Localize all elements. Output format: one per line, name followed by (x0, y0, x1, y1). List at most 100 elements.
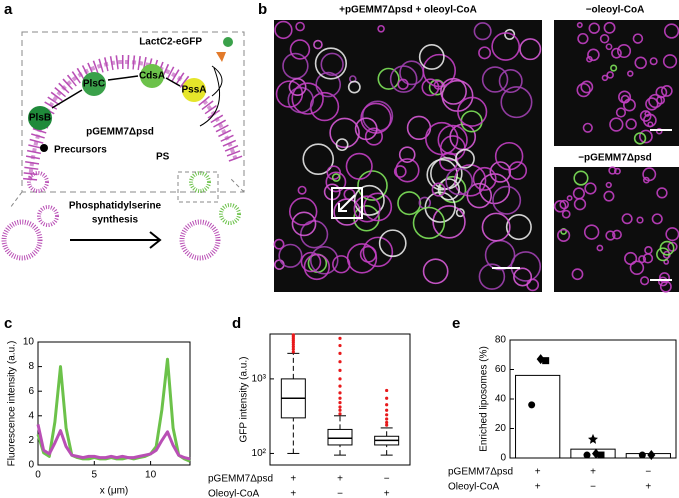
plasmid-label: pGEMM7Δpsd (86, 127, 154, 138)
liposome (573, 197, 587, 211)
liposome (588, 22, 600, 34)
liposome (498, 68, 523, 94)
liposome (559, 199, 570, 210)
condition-value: + (645, 482, 651, 493)
panel-label: c (4, 315, 12, 332)
outlier (338, 368, 342, 372)
outlier (385, 408, 389, 412)
condition-value: − (645, 467, 651, 478)
precursor (40, 144, 48, 152)
liposome (491, 32, 521, 61)
liposome (612, 229, 622, 240)
liposome (481, 212, 511, 242)
liposome (609, 117, 624, 132)
membrane (23, 54, 243, 181)
enzyme-label: CdsA (139, 71, 165, 82)
arrow (338, 194, 356, 212)
liposome (583, 224, 600, 240)
liposome (377, 67, 400, 90)
enzyme-label: PlsB (29, 113, 51, 124)
image-title: +pGEMM7Δpsd + oleoyl-CoA (339, 5, 477, 16)
y-tick-label: 80 (495, 335, 507, 346)
point (542, 357, 550, 365)
y-axis-label: Enriched liposomes (%) (479, 346, 490, 452)
outlier (338, 351, 342, 355)
liposome (519, 38, 542, 61)
y-tick-label: 2 (28, 435, 34, 446)
condition-value: − (384, 474, 390, 485)
liposome (508, 161, 528, 180)
liposome (601, 74, 609, 82)
outlier (338, 391, 342, 395)
outlier (291, 347, 295, 351)
process-label: Phosphatidylserine (69, 201, 162, 212)
liposome (430, 157, 463, 190)
liposome (492, 185, 522, 215)
panel-label: b (258, 1, 267, 18)
liposome (584, 182, 597, 195)
liposome (437, 178, 461, 201)
plot-frame (37, 341, 191, 466)
precursor-label: Precursors (54, 145, 107, 156)
liposome (513, 267, 533, 287)
liposome (571, 268, 584, 281)
condition-value: + (384, 489, 390, 498)
outlier (338, 412, 342, 416)
liposome (640, 276, 650, 286)
liposome (297, 185, 307, 195)
reporter (223, 37, 233, 47)
outlier (338, 384, 342, 388)
enzyme (82, 72, 106, 96)
liposome (421, 78, 440, 97)
outlier (385, 388, 389, 393)
liposome (648, 93, 663, 109)
liposome (636, 216, 644, 224)
y-tick-label: 6 (28, 386, 34, 397)
point (647, 450, 656, 461)
liposome (303, 253, 330, 281)
liposome (599, 34, 610, 44)
reporter (216, 52, 226, 62)
liposome (629, 260, 645, 275)
inset-box (331, 187, 363, 219)
point (583, 451, 591, 459)
enzyme (140, 64, 164, 88)
outlier (291, 350, 295, 354)
liposome (288, 78, 307, 96)
condition-value: + (290, 474, 296, 485)
point (597, 451, 605, 459)
liposome (660, 85, 673, 97)
liposome (582, 122, 593, 133)
liposome (481, 66, 509, 93)
liposome (561, 209, 571, 219)
y-axis-label: Fluorescence intensity (a.u.) (7, 341, 18, 467)
enzyme-label: PlsC (83, 79, 105, 90)
condition-value: + (535, 482, 541, 493)
enzyme (182, 78, 206, 102)
liposome (278, 243, 303, 268)
image-title: −pGEMM7Δpsd (578, 153, 652, 164)
liposome (573, 170, 589, 186)
liposome (291, 82, 324, 115)
liposome (557, 228, 571, 242)
liposome (329, 117, 360, 149)
enzyme-label: PssA (181, 85, 206, 96)
line-series (36, 357, 191, 463)
outlier (338, 408, 342, 412)
liposome (361, 100, 394, 132)
outlier (338, 396, 342, 400)
liposome (647, 121, 654, 128)
liposome (289, 39, 311, 60)
arrow (199, 65, 223, 127)
liposome (658, 272, 671, 284)
liposome (566, 195, 573, 202)
liposome (313, 39, 323, 50)
liposome (625, 118, 637, 130)
liposome (605, 43, 613, 51)
liposome (643, 176, 650, 184)
liposome (309, 245, 339, 275)
liposome (603, 21, 616, 34)
liposome (320, 52, 344, 76)
liposome (473, 22, 492, 41)
